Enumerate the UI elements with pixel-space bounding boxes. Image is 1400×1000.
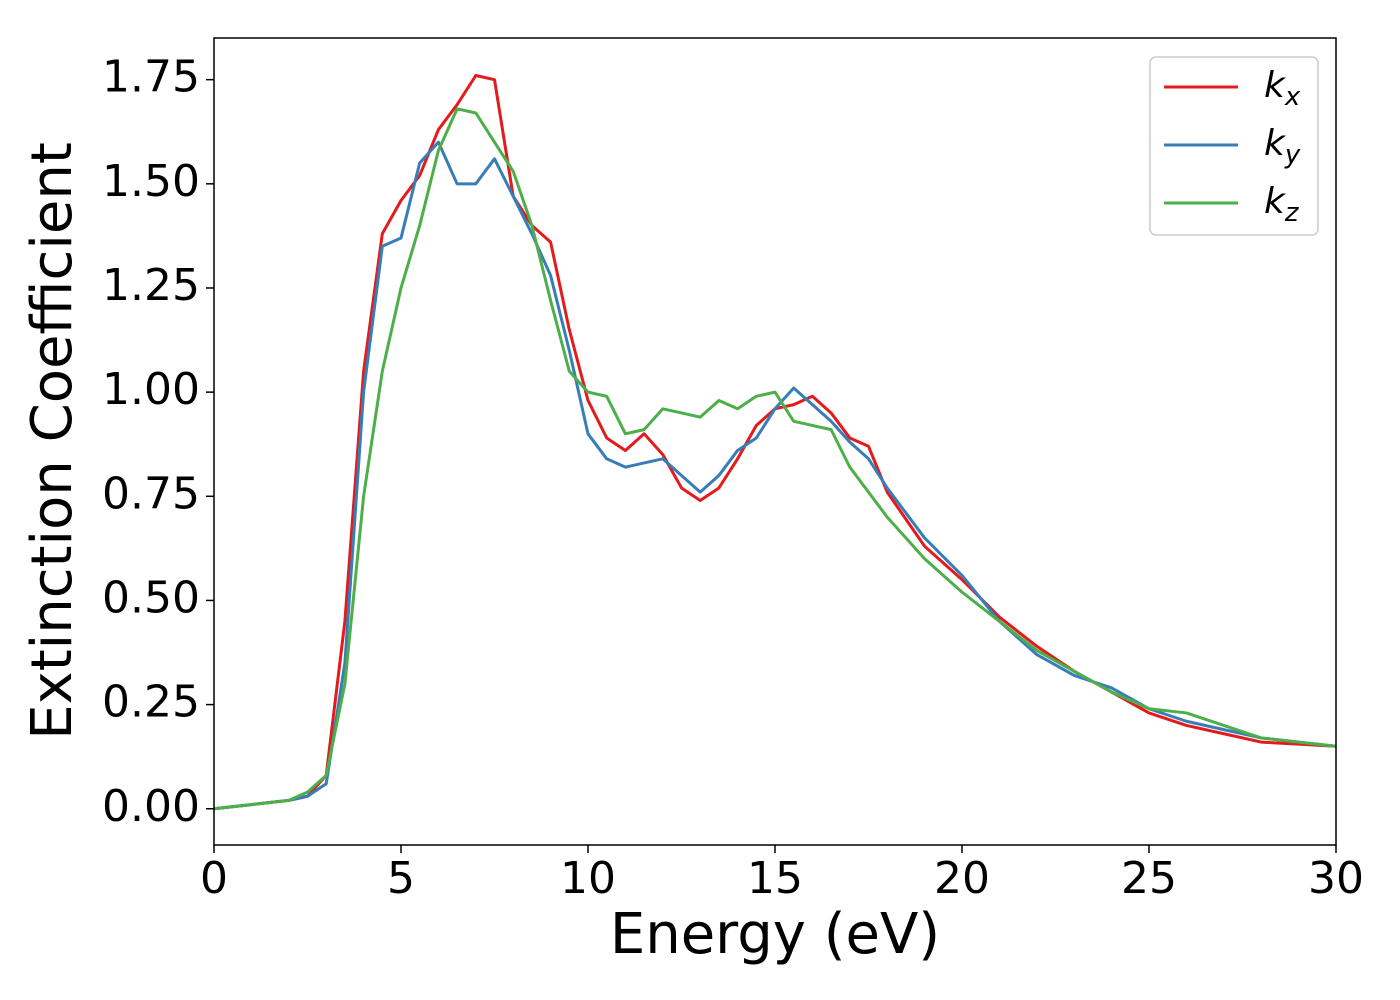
y-tick-label: 1.00: [102, 364, 200, 415]
y-axis-label: Extinction Coefficient: [20, 142, 85, 740]
legend-label: kx: [1264, 65, 1301, 112]
x-tick-label: 20: [934, 853, 990, 904]
y-tick-label: 0.00: [102, 781, 200, 832]
y-tick-label: 1.75: [102, 52, 200, 103]
data-line: [213, 107, 1337, 811]
y-tick-label: 1.50: [102, 156, 200, 207]
x-tick-label: 25: [1121, 853, 1177, 904]
x-tick-label: 0: [200, 853, 228, 904]
y-tick-label: 0.50: [102, 572, 200, 623]
x-tick-label: 5: [387, 853, 415, 904]
plot-frame: [213, 37, 1337, 846]
legend-label: kz: [1264, 181, 1300, 228]
y-tick-label: 0.25: [102, 677, 200, 728]
data-line: [213, 140, 1337, 811]
x-tick-label: 30: [1308, 853, 1364, 904]
y-tick-label: 1.25: [102, 260, 200, 311]
x-axis-label: Energy (eV): [610, 902, 940, 967]
x-tick-label: 10: [560, 853, 616, 904]
data-line: [213, 74, 1337, 811]
y-tick-label: 0.75: [102, 468, 200, 519]
x-tick-label: 15: [747, 853, 803, 904]
legend-label: ky: [1264, 123, 1301, 170]
